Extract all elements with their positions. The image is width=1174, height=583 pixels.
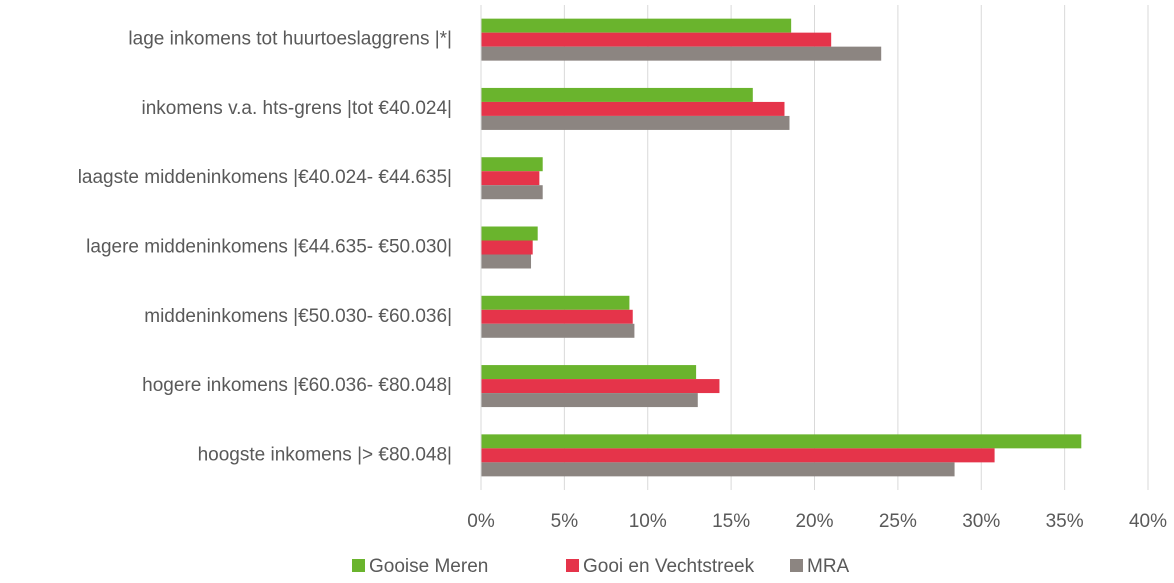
bar [481,240,533,255]
legend-label: MRA [807,556,850,577]
legend-label: Gooi en Vechtstreek [583,556,755,577]
y-tick-label: inkomens v.a. hts-grens |tot €40.024| [141,98,452,119]
bar [481,115,790,130]
bar [481,365,697,380]
y-tick-label: hogere inkomens |€60.036- €80.048| [142,375,452,396]
x-tick-label: 40% [1129,511,1167,532]
x-tick-label: 30% [962,511,1000,532]
bar [481,185,543,200]
x-tick-label: 25% [879,511,917,532]
bar [481,32,832,47]
x-tick-label: 0% [467,511,495,532]
y-tick-label: lage inkomens tot huurtoeslaggrens |*| [128,29,452,50]
bar [481,323,635,338]
y-tick-label: hoogste inkomens |> €80.048| [198,444,452,465]
legend-label: Gooise Meren [369,556,488,577]
bar [481,309,633,324]
x-tick-label: 15% [712,511,750,532]
y-tick-label: middeninkomens |€50.030- €60.036| [144,306,452,327]
bar [481,393,698,408]
x-tick-label: 5% [551,511,579,532]
bar [481,171,540,186]
x-tick-label: 20% [795,511,833,532]
bar [481,18,792,33]
x-tick-label: 10% [629,511,667,532]
bar [481,434,1082,449]
y-tick-label: lagere middeninkomens |€44.635- €50.030| [86,237,452,258]
bar [481,295,630,310]
bar [481,226,538,241]
bar [481,46,882,61]
y-tick-label: laagste middeninkomens |€40.024- €44.635… [78,167,452,188]
x-tick-label: 35% [1046,511,1084,532]
bar [481,254,532,269]
bar [481,87,753,102]
bar [481,379,720,394]
legend-swatch [352,559,365,572]
legend-swatch [790,559,803,572]
legend-swatch [566,559,579,572]
bar [481,101,785,116]
bar [481,462,955,477]
bar [481,157,543,172]
bar [481,448,995,463]
